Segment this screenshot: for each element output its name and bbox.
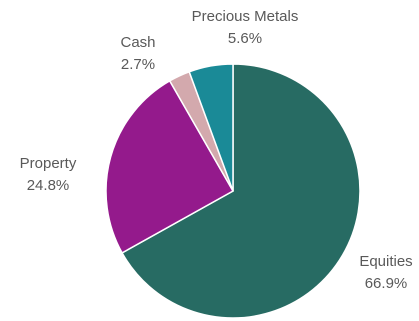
slice-category-label-precious-metals: Precious Metals <box>192 8 299 25</box>
slice-value-label-property: 24.8% <box>27 177 70 194</box>
slice-value-label-cash: 2.7% <box>121 56 155 73</box>
slice-value-label-equities: 66.9% <box>365 275 408 292</box>
slice-label-property: Property 24.8% <box>20 155 77 194</box>
slice-category-label-cash: Cash <box>120 34 155 51</box>
slice-label-equities: Equities 66.9% <box>359 253 412 292</box>
slice-value-label-precious-metals: 5.6% <box>228 30 262 47</box>
slice-category-label-equities: Equities <box>359 253 412 270</box>
pie-slice-property <box>105 79 235 254</box>
slice-category-label-property: Property <box>20 155 77 172</box>
pie-slice-precious-metals <box>188 63 234 192</box>
pie-slices <box>105 63 361 319</box>
slice-label-precious-metals: Precious Metals 5.6% <box>192 8 299 47</box>
slice-label-cash: Cash 2.7% <box>120 34 155 73</box>
pie-slice-equities <box>121 63 361 319</box>
